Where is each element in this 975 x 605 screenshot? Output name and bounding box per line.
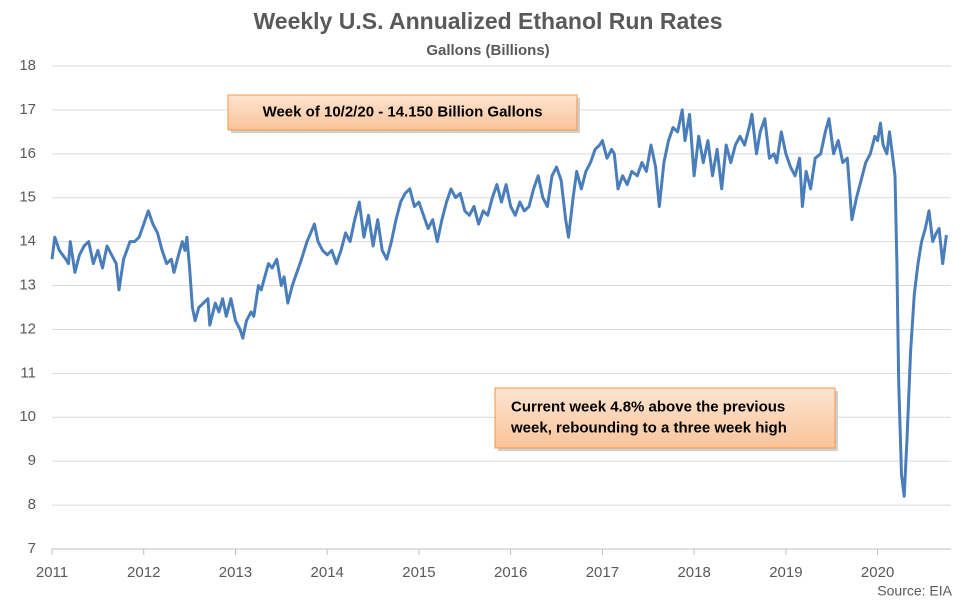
y-tick-label: 12 bbox=[19, 320, 36, 337]
annotation-box bbox=[494, 387, 836, 449]
y-tick-label: 15 bbox=[19, 189, 36, 206]
y-tick-label: 16 bbox=[19, 145, 36, 162]
x-tick-label: 2012 bbox=[127, 564, 160, 581]
x-tick-label: 2019 bbox=[769, 564, 802, 581]
annotation-text: Current week 4.8% above the previous bbox=[511, 398, 785, 415]
annotation-box bbox=[227, 94, 578, 131]
x-tick-label: 2014 bbox=[311, 564, 344, 581]
x-tick-label: 2018 bbox=[677, 564, 710, 581]
y-tick-label: 8 bbox=[28, 496, 36, 513]
x-tick-label: 2017 bbox=[586, 564, 619, 581]
y-tick-label: 9 bbox=[28, 452, 36, 469]
y-tick-label: 11 bbox=[20, 364, 36, 381]
y-tick-label: 18 bbox=[19, 57, 36, 74]
y-tick-label: 17 bbox=[19, 101, 36, 118]
y-tick-label: 10 bbox=[19, 408, 36, 425]
annotation-text: week, rebounding to a three week high bbox=[510, 419, 787, 436]
y-tick-label: 7 bbox=[28, 540, 36, 557]
annotation-text: Week of 10/2/20 - 14.150 Billion Gallons bbox=[263, 103, 543, 120]
x-tick-label: 2016 bbox=[494, 564, 527, 581]
chart-subtitle: Gallons (Billions) bbox=[426, 42, 549, 59]
y-tick-label: 14 bbox=[19, 233, 36, 250]
x-tick-label: 2013 bbox=[219, 564, 252, 581]
chart-title: Weekly U.S. Annualized Ethanol Run Rates bbox=[253, 8, 722, 34]
x-tick-label: 2015 bbox=[402, 564, 435, 581]
x-tick-label: 2020 bbox=[861, 564, 894, 581]
source: Source: EIA bbox=[877, 583, 952, 599]
x-tick-label: 2011 bbox=[36, 564, 68, 581]
data-line bbox=[50, 108, 948, 498]
y-tick-label: 13 bbox=[19, 277, 36, 294]
